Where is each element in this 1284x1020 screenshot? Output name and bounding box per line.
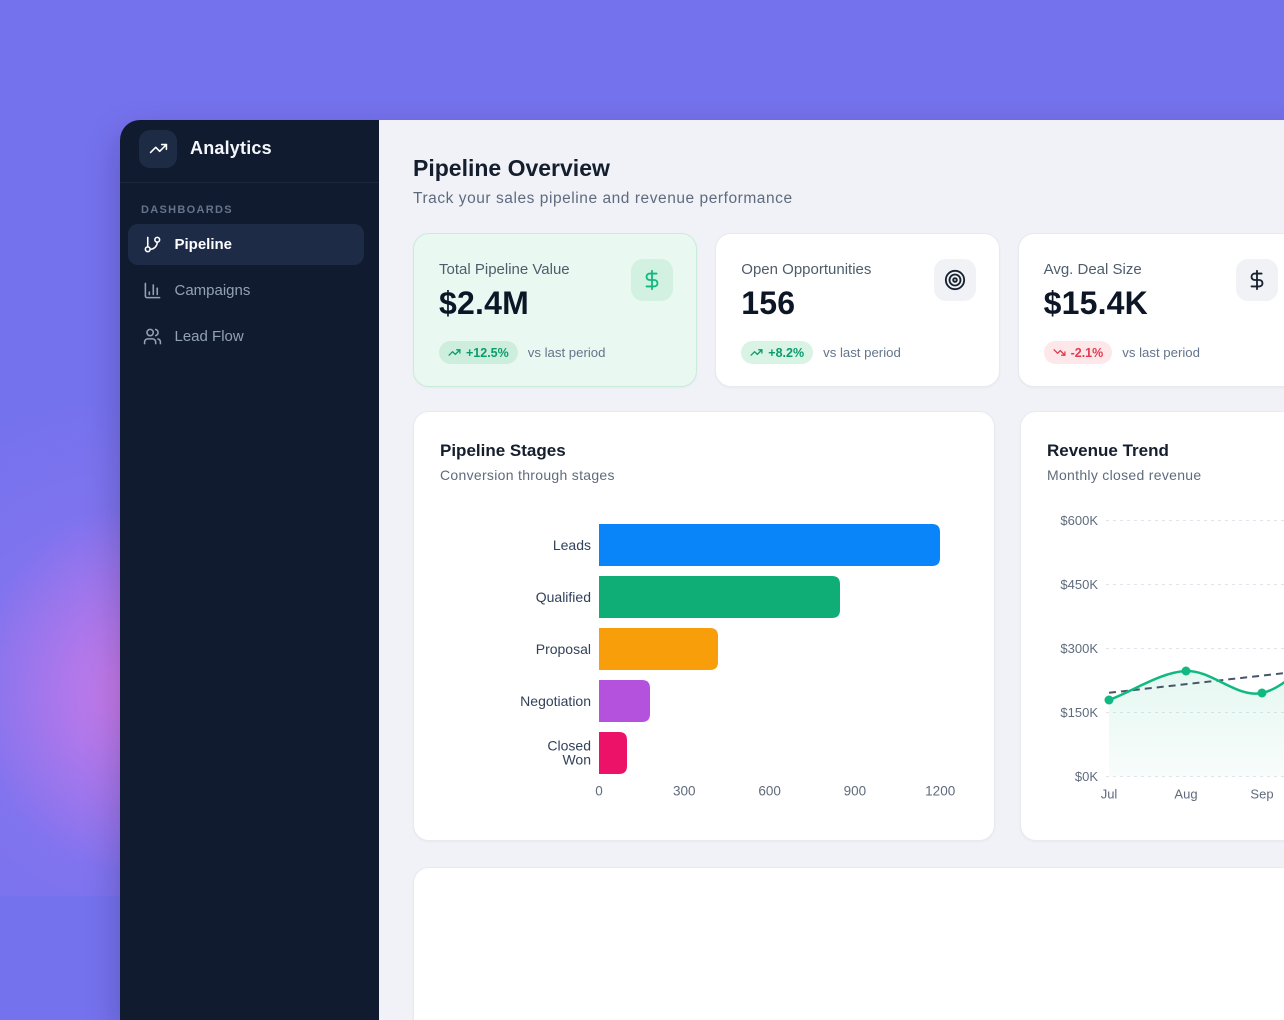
svg-text:Won: Won [562,752,591,768]
svg-text:Qualified: Qualified [536,589,591,605]
svg-text:$600K: $600K [1060,513,1098,528]
svg-text:Closed: Closed [547,738,591,754]
svg-text:Jul: Jul [1101,787,1118,802]
svg-text:$450K: $450K [1060,577,1098,592]
svg-text:Negotiation: Negotiation [520,693,591,709]
svg-text:$150K: $150K [1060,705,1098,720]
svg-text:0: 0 [595,784,603,799]
svg-text:600: 600 [758,784,781,799]
svg-text:Proposal: Proposal [536,641,591,657]
svg-text:$0K: $0K [1075,769,1098,784]
svg-text:300: 300 [673,784,696,799]
svg-text:Aug: Aug [1174,787,1197,802]
svg-text:Leads: Leads [553,537,591,553]
svg-text:Sep: Sep [1250,787,1273,802]
svg-text:$300K: $300K [1060,641,1098,656]
svg-text:1200: 1200 [925,784,955,799]
svg-text:900: 900 [844,784,867,799]
